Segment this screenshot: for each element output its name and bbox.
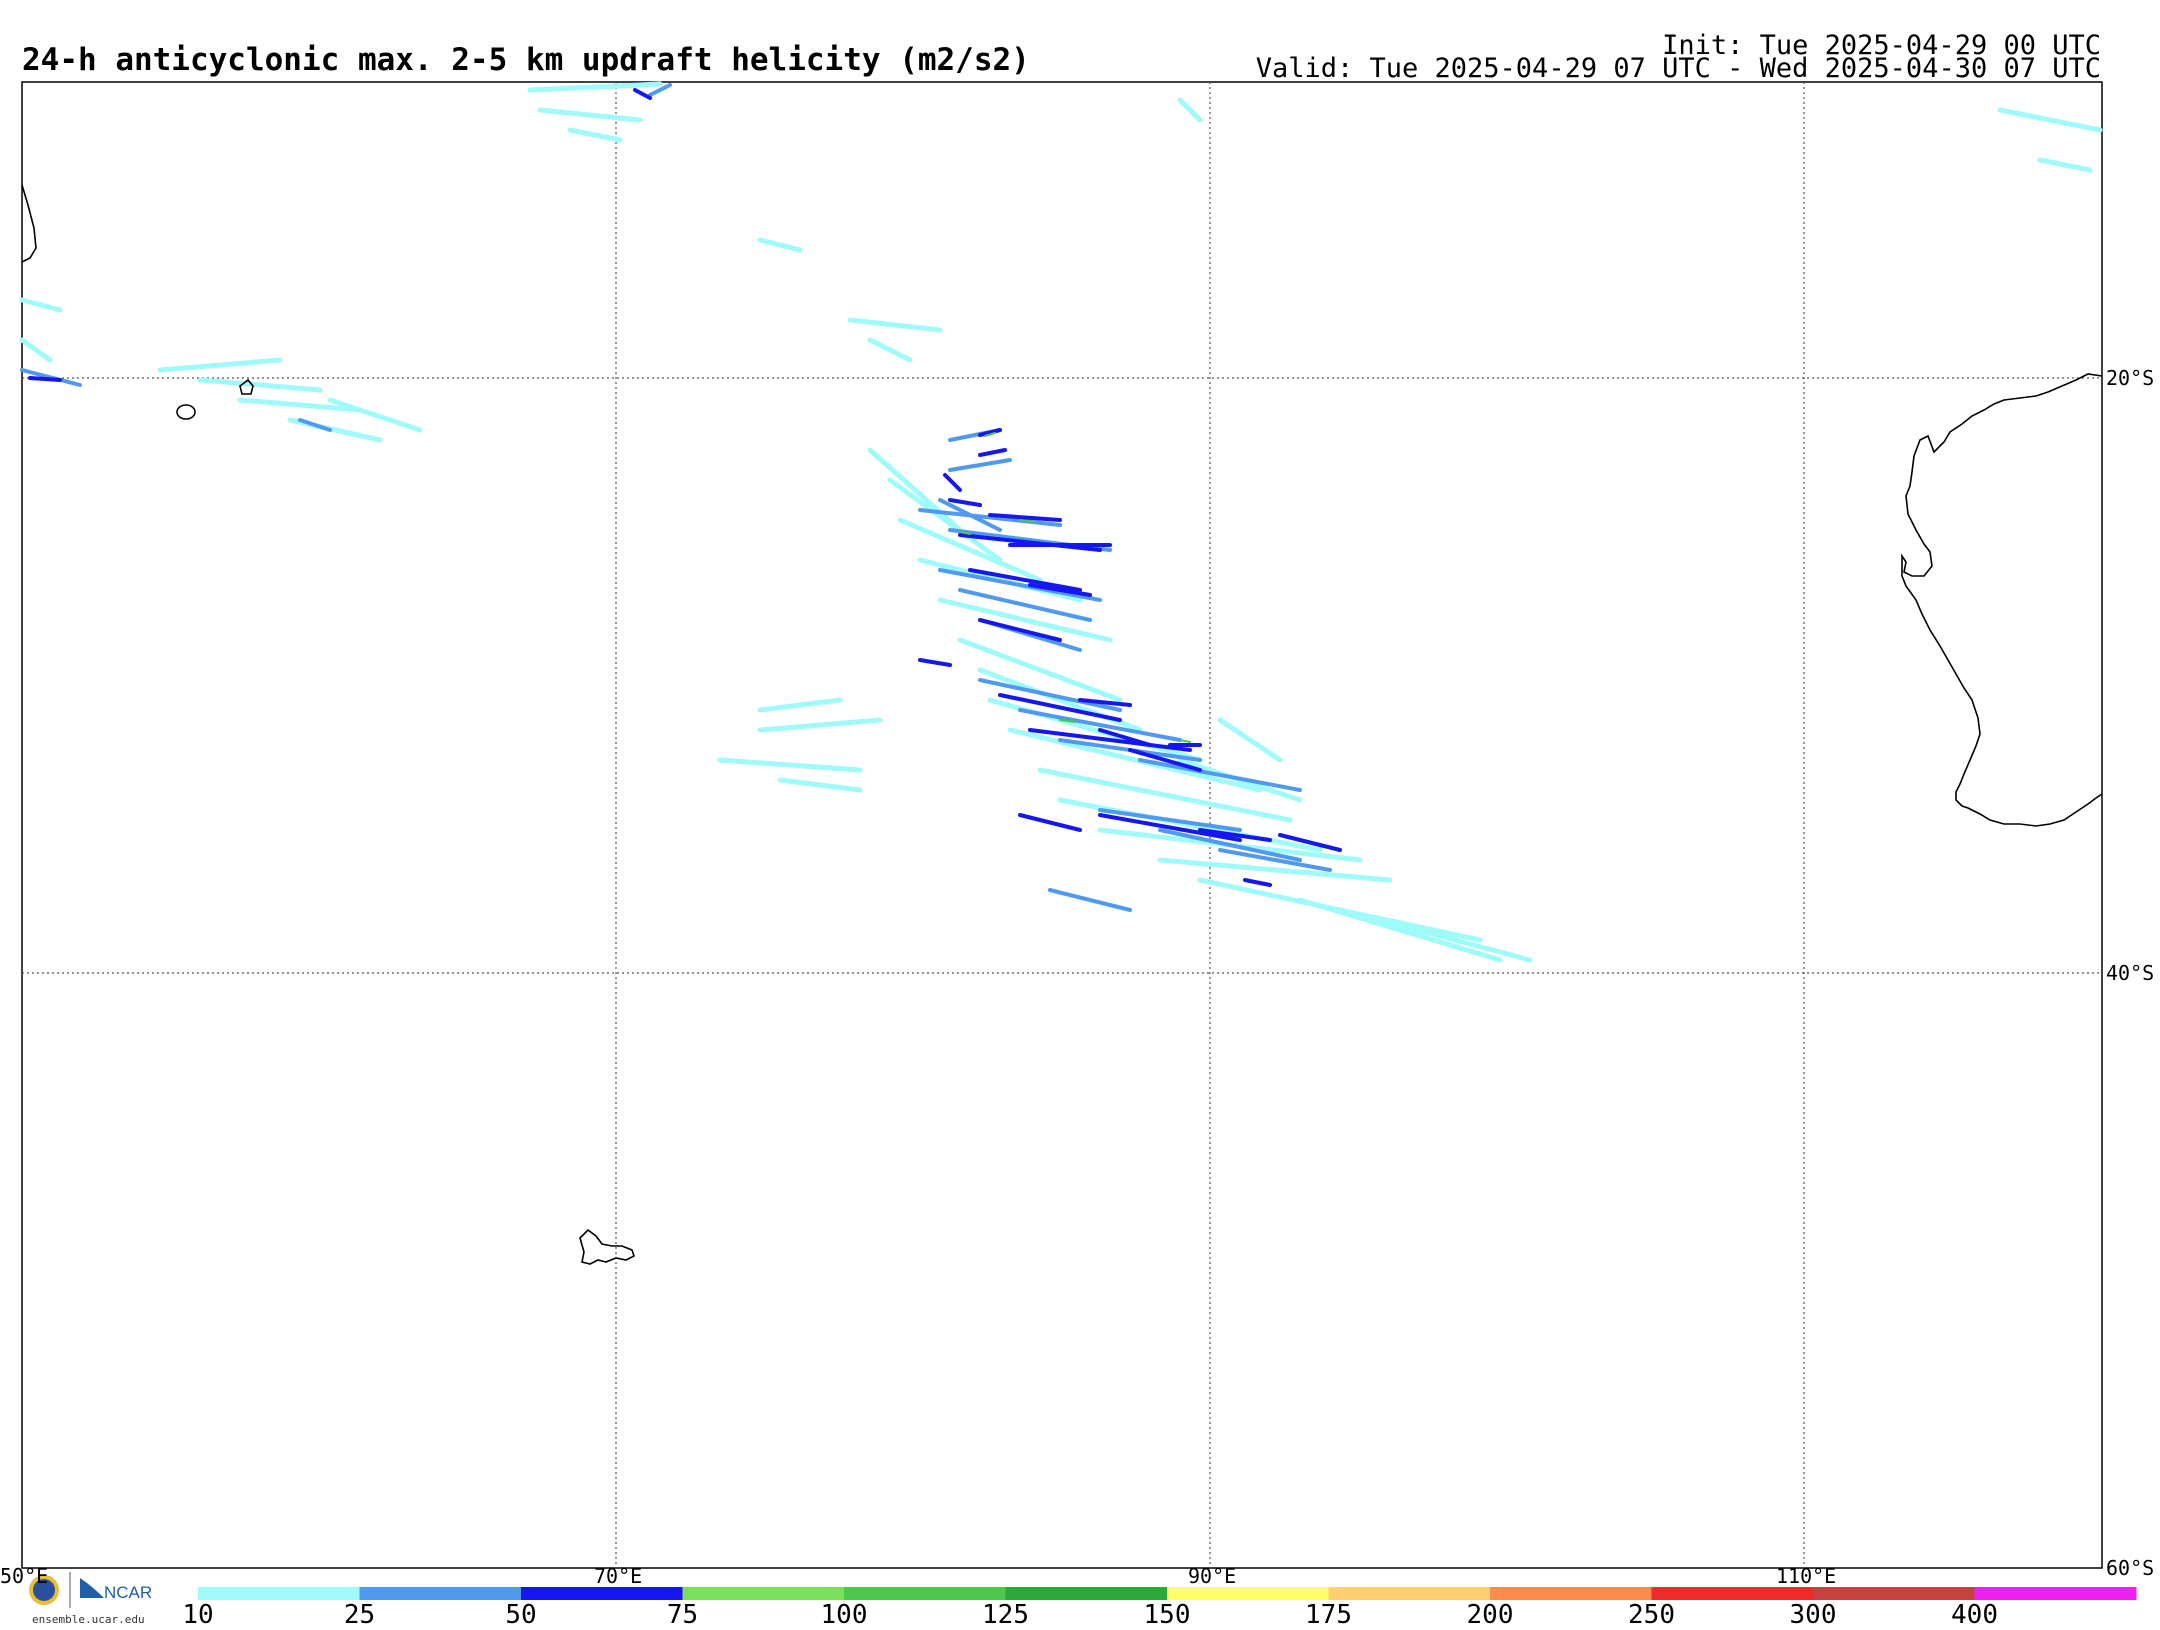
- colorbar-swatch: [1651, 1587, 1814, 1600]
- lat-label-60s: 60°S: [2106, 1556, 2155, 1580]
- valid-time: Valid: Tue 2025-04-29 07 UTC - Wed 2025-…: [1255, 53, 2101, 84]
- colorbar-swatch: [844, 1587, 1006, 1600]
- colorbar-swatch: [1328, 1587, 1491, 1600]
- colorbar-swatch: [1813, 1587, 1975, 1600]
- madagascar-coast: [21, 184, 37, 263]
- colorbar-swatch: [359, 1587, 522, 1600]
- init-time: Init: Tue 2025-04-29 00 UTC: [1662, 30, 2101, 61]
- colorbar: [198, 1587, 2137, 1600]
- ncar-logo-text: NCAR: [104, 1583, 153, 1602]
- colorbar-tick-label: 125: [982, 1600, 1029, 1630]
- swath-light: [19, 81, 2103, 963]
- colorbar-tick-label: 300: [1789, 1600, 1837, 1630]
- swath-green: [959, 432, 1191, 743]
- lon-label-50e: 50°E: [0, 1564, 49, 1588]
- lon-label-110e: 110°E: [1776, 1564, 1837, 1588]
- australia-coast: [1901, 373, 2103, 827]
- reunion-island: [176, 404, 196, 420]
- colorbar-tick-label: 250: [1628, 1600, 1675, 1630]
- colorbar-tick-label: 200: [1466, 1600, 1514, 1630]
- colorbar-swatch: [521, 1587, 683, 1600]
- lon-label-70e: 70°E: [594, 1564, 643, 1588]
- colorbar-swatch: [1005, 1587, 1168, 1600]
- colorbar-tick-label: 175: [1305, 1600, 1352, 1630]
- helicity-swaths: [19, 81, 2103, 963]
- colorbar-swatch: [682, 1587, 845, 1600]
- colorbar-swatch: [1167, 1587, 1329, 1600]
- colorbar-tick-label: 400: [1951, 1600, 1998, 1630]
- lat-label-40s: 40°S: [2106, 961, 2155, 985]
- lat-label-20s: 20°S: [2106, 366, 2155, 390]
- kerguelen-islands: [579, 1228, 635, 1265]
- lon-label-90e: 90°E: [1188, 1564, 1237, 1588]
- colorbar-swatch: [198, 1587, 360, 1600]
- colorbar-tick-label: 150: [1143, 1600, 1191, 1630]
- mauritius-island: [239, 378, 254, 395]
- coastlines: [21, 184, 2103, 1265]
- colorbar-swatch: [1490, 1587, 1652, 1600]
- colorbar-swatch: [1974, 1587, 2137, 1600]
- colorbar-tick-label: 25: [343, 1600, 376, 1630]
- colorbar-tick-label: 50: [505, 1600, 537, 1630]
- swath-dark: [28, 88, 1342, 887]
- ensemble-url: ensemble.ucar.edu: [32, 1613, 145, 1626]
- colorbar-tick-label: 10: [182, 1600, 214, 1630]
- colorbar-tick-label: 100: [820, 1600, 868, 1630]
- nsf-logo-icon: [29, 1572, 71, 1608]
- colorbar-tick-label: 75: [666, 1600, 699, 1630]
- map-title: 24-h anticyclonic max. 2-5 km updraft he…: [22, 42, 1030, 78]
- ncar-logo-icon: [80, 1578, 104, 1598]
- map-frame: [21, 81, 2103, 1569]
- gridlines: [22, 82, 2102, 1568]
